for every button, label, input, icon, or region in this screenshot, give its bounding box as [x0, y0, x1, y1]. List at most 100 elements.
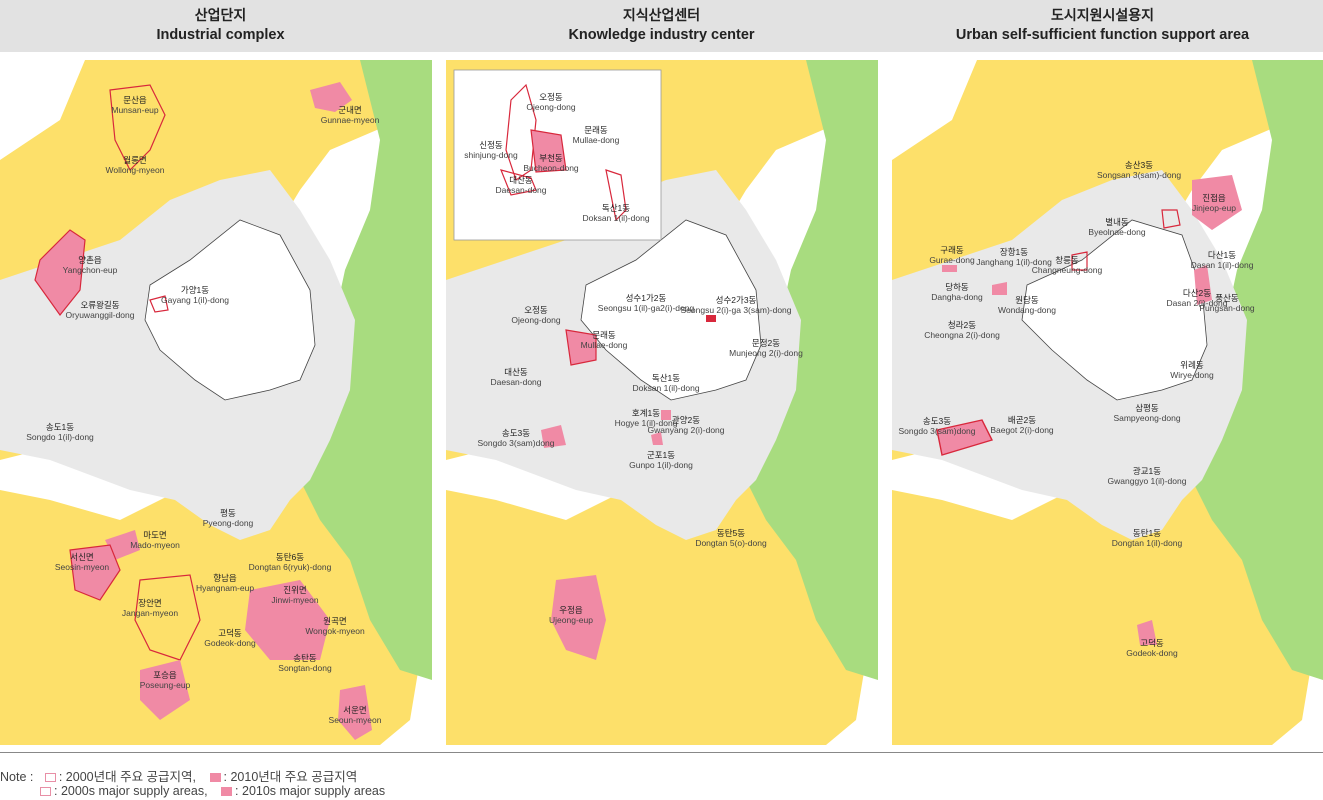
place-name-ko: 평동 — [220, 508, 236, 518]
place-name-ko: 배곧2동 — [1007, 415, 1037, 425]
place-label: 삼평동 Sampyeong-dong — [1113, 403, 1180, 423]
supply-area-2010s — [942, 265, 957, 272]
place-name-ko: 원당동 — [1015, 295, 1039, 305]
place-name-en: Mullae-dong — [580, 340, 628, 350]
place-name-ko: 호계1동 — [631, 408, 661, 418]
place-label: 문정2동 Munjeong 2(i)-dong — [729, 338, 803, 358]
place-label: 포승읍 Poseung-eup — [140, 670, 191, 690]
place-name-ko: 성수2가3동 — [715, 295, 757, 305]
place-name-ko: 당하동 — [945, 282, 969, 292]
supply-area-2000s — [109, 84, 166, 172]
place-name-en: Wongok-myeon — [305, 626, 365, 636]
place-label: 군포1동 Gunpo 1(il)-dong — [629, 450, 693, 470]
place-label: 향남읍 Hyangnam-eup — [196, 573, 254, 593]
place-label: 서운면 Seoun-myeon — [329, 705, 382, 725]
supply-area-2010s — [338, 685, 372, 740]
place-name-en: Songtan-dong — [278, 663, 332, 673]
supply-area-2010s — [1192, 175, 1242, 230]
place-name-en: Hogye 1(il)-dong — [614, 418, 678, 428]
seoul-region — [580, 219, 762, 401]
place-label: 진접읍 Jinjeop-eup — [1192, 193, 1236, 213]
place-label: 송도1동 Songdo 1(il)-dong — [26, 422, 94, 442]
place-name-en: Dongtan 1(il)-dong — [1111, 538, 1183, 548]
seoul-region — [1021, 219, 1208, 401]
place-name-en: Godeok-dong — [1126, 648, 1178, 658]
place-label: 관양2동 Gwanyang 2(i)-dong — [647, 415, 724, 435]
place-label: 청라2동 Cheongna 2(i)-dong — [924, 320, 1000, 340]
panel-title-ko: 지식산업센터 — [622, 7, 701, 23]
place-label: 동탄6동 Dongtan 6(ryuk)-dong — [249, 552, 332, 572]
place-name-en: Seosin-myeon — [54, 562, 110, 572]
place-label: 원곡면 Wongok-myeon — [305, 616, 364, 636]
place-label: 양촌읍 Yangchon-eup — [63, 255, 118, 275]
place-name-ko: 오류왕길동 — [80, 300, 120, 310]
place-name-ko: 대산동 — [504, 367, 528, 377]
place-label: 대산동 Daesan-dong — [490, 367, 541, 387]
supply-area-2010s — [541, 425, 566, 448]
legend-swatch-2000s — [40, 787, 51, 796]
place-label: 위례동 Wirye-dong — [1170, 360, 1213, 380]
place-name-en: Poseung-eup — [139, 680, 191, 690]
place-name-ko: 동탄6동 — [275, 552, 305, 562]
place-name-ko: 서신면 — [70, 552, 94, 562]
place-label: 배곧2동 Baegot 2(i)-dong — [990, 415, 1053, 435]
place-name-ko: 대산동 — [509, 175, 533, 185]
place-label: 창릉동 Changneung-dong — [1032, 255, 1102, 275]
panel-title-ko: 산업단지 — [194, 7, 247, 23]
place-name-ko: 장안면 — [138, 598, 162, 608]
map-urban — [892, 60, 1323, 745]
map-industrial — [0, 60, 432, 745]
place-label: 호계1동 Hogye 1(il)-dong — [615, 408, 678, 428]
place-name-en: Dasan 1(il)-dong — [1190, 260, 1254, 270]
supply-area-2000s — [505, 83, 537, 181]
place-name-ko: 진위면 — [283, 585, 307, 595]
place-label: 다산2동 Dasan 2(i)-dong — [1167, 288, 1228, 308]
supply-area-2010s — [706, 315, 716, 322]
place-name-en: Godeok-dong — [204, 638, 256, 648]
supply-area-2010s — [530, 129, 567, 173]
place-label: 장안면 Jangan-myeon — [122, 598, 178, 618]
place-name-en: shinjung-dong — [464, 150, 518, 160]
place-name-ko: 위례동 — [1180, 360, 1204, 370]
place-label: 오류왕길동 Oryuwanggil-dong — [66, 300, 135, 320]
place-name-ko: 고덕동 — [218, 628, 242, 638]
note-label: Note : — [0, 770, 34, 784]
place-name-ko: 군포1동 — [646, 450, 676, 460]
place-label: 문래동 Mullae-dong — [581, 330, 628, 350]
supply-area-2000s — [1071, 251, 1088, 271]
panel-title-knowledge: 지식산업센터 Knowledge industry center — [441, 6, 882, 45]
place-name-en: Songdo 1(il)-dong — [26, 432, 94, 442]
place-name-en: Jinjeop-eup — [1192, 203, 1236, 213]
place-name-ko: 창릉동 — [1055, 255, 1079, 265]
legend-row-en: : 2000s major supply areas, : 2010s majo… — [40, 784, 385, 798]
panel-title-urban: 도시지원시설용지 Urban self-sufficient function … — [882, 6, 1323, 45]
place-label: 마도면 Mado-myeon — [130, 530, 180, 550]
place-name-ko: 원곡면 — [323, 616, 347, 626]
place-name-ko: 오정동 — [539, 92, 563, 102]
place-name-en: Sampyeong-dong — [1113, 413, 1181, 423]
place-label: 송산3동 Songsan 3(sam)-dong — [1097, 160, 1181, 180]
supply-area-2000s — [936, 419, 993, 456]
place-name-en: Hyangnam-eup — [195, 583, 255, 593]
supply-area-2000s — [69, 544, 121, 601]
place-name-ko: 서운면 — [343, 705, 367, 715]
place-name-en: Oryuwanggil-dong — [65, 310, 135, 320]
green-region — [746, 60, 878, 680]
place-name-en: Pyeong-dong — [202, 518, 254, 528]
place-label: 송도3동 Songdo 3(sam)dong — [477, 428, 554, 448]
place-name-en: Pungsan-dong — [1199, 303, 1255, 313]
legend-swatch-2000s — [44, 773, 56, 782]
legend-text-2010s-ko: : 2010년대 주요 공급지역 — [223, 770, 358, 784]
panel-title-en: Industrial complex — [156, 27, 285, 43]
place-name-ko: 신정동 — [479, 140, 503, 150]
place-name-en: Dangha-dong — [931, 292, 983, 302]
place-name-ko: 장항1동 — [999, 247, 1029, 257]
place-name-ko: 송도3동 — [501, 428, 531, 438]
map-panel-urban: 송산3동 Songsan 3(sam)-dong 진접읍 Jinjeop-eup 별내동… — [892, 60, 1323, 745]
place-name-en: Dongtan 6(ryuk)-dong — [248, 562, 332, 572]
place-name-en: Seoun-myeon — [328, 715, 382, 725]
map-panel-knowledge: 오정동 Ojeong-dong 문래동 Mullae-dong 신정동 shinjung-… — [446, 60, 878, 745]
place-name-ko: 진접읍 — [1202, 193, 1226, 203]
place-name-en: Doksan 1(il)-dong — [632, 383, 700, 393]
place-name-ko: 삼평동 — [1135, 403, 1159, 413]
